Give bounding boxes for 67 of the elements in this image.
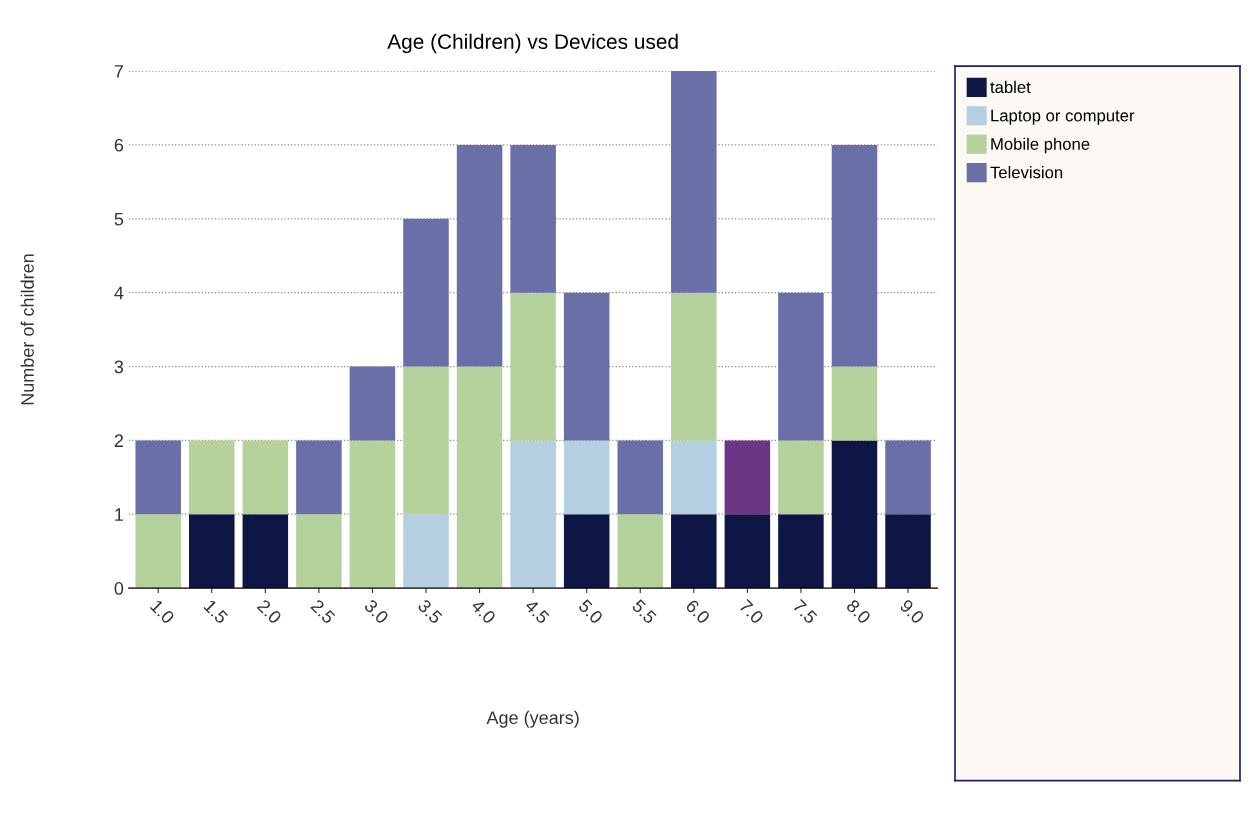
bar: [296, 514, 342, 589]
bar: [724, 514, 771, 589]
y-tick-label: 5: [114, 212, 124, 226]
bar: [671, 292, 717, 441]
x-tick-label: 1.5: [203, 599, 229, 625]
bar: [831, 366, 878, 441]
bar: [189, 514, 235, 589]
x-tick-label: 5.0: [577, 598, 604, 625]
bar: [671, 514, 717, 589]
bar: [403, 218, 449, 367]
y-axis-title: Number of children: [20, 254, 34, 405]
x-tick-label: 2.5: [310, 598, 336, 625]
bar: [296, 440, 342, 515]
bar: [510, 440, 556, 589]
legend-label: Laptop or computer: [991, 109, 1135, 125]
bar: [671, 440, 717, 515]
bar: [510, 292, 556, 441]
bar: [885, 514, 931, 589]
bar: [778, 514, 824, 589]
x-tick-label: 4.0: [470, 598, 497, 625]
bar: [242, 440, 289, 515]
y-tick-label: 2: [114, 434, 123, 447]
bar: [724, 440, 771, 515]
bar: [189, 440, 235, 515]
bar: [831, 440, 878, 589]
bar: [563, 292, 610, 441]
y-tick-label: 0: [114, 582, 124, 595]
x-tick-label: 3.0: [363, 598, 390, 625]
y-tick-label: 6: [114, 138, 124, 152]
bar: [563, 440, 610, 515]
bar: [349, 366, 396, 441]
bar: [778, 292, 824, 441]
legend-label: Television: [990, 166, 1063, 179]
legend-label: Mobile phone: [991, 137, 1090, 154]
bar: [671, 71, 717, 293]
x-tick-label: 7.0: [738, 598, 765, 625]
bar: [510, 144, 556, 293]
legend-label: tablet: [990, 80, 1031, 94]
bar: [778, 440, 824, 515]
bar: [135, 514, 181, 589]
x-tick-label: 2.0: [256, 598, 283, 625]
bar: [885, 440, 931, 515]
bar: [403, 366, 449, 515]
bar: [831, 144, 878, 367]
y-tick-label: 4: [114, 286, 124, 300]
x-tick-label: 3.5: [417, 598, 443, 625]
bar: [349, 440, 396, 589]
x-tick-label: 9.0: [899, 598, 925, 625]
x-tick-label: 1.0: [149, 599, 176, 625]
bar: [242, 514, 289, 589]
x-tick-label: 6.0: [685, 598, 711, 625]
x-tick-label: 8.0: [845, 598, 872, 625]
y-tick-label: 1: [115, 508, 124, 521]
bar: [456, 144, 503, 367]
bar: [403, 514, 449, 589]
x-axis-title: Age (years): [486, 710, 579, 728]
bar: [617, 514, 664, 589]
bar: [456, 366, 503, 589]
x-tick-label: 7.5: [792, 598, 818, 625]
bar: [617, 440, 664, 515]
bar: [135, 440, 181, 515]
x-tick-label: 5.5: [631, 598, 657, 625]
x-tick-label: 4.5: [524, 598, 550, 625]
bar: [563, 514, 610, 589]
y-tick-label: 3: [114, 360, 124, 374]
chart-title: Age (Children) vs Devices used: [387, 33, 678, 54]
y-tick-label: 7: [114, 65, 123, 78]
